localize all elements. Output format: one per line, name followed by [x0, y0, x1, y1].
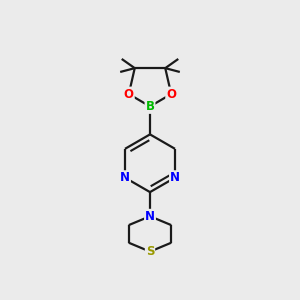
Text: N: N: [145, 210, 155, 223]
Text: N: N: [170, 171, 180, 184]
Text: O: O: [124, 88, 134, 100]
Text: O: O: [166, 88, 176, 100]
Text: N: N: [120, 171, 130, 184]
Text: S: S: [146, 245, 154, 258]
Text: B: B: [146, 100, 154, 113]
